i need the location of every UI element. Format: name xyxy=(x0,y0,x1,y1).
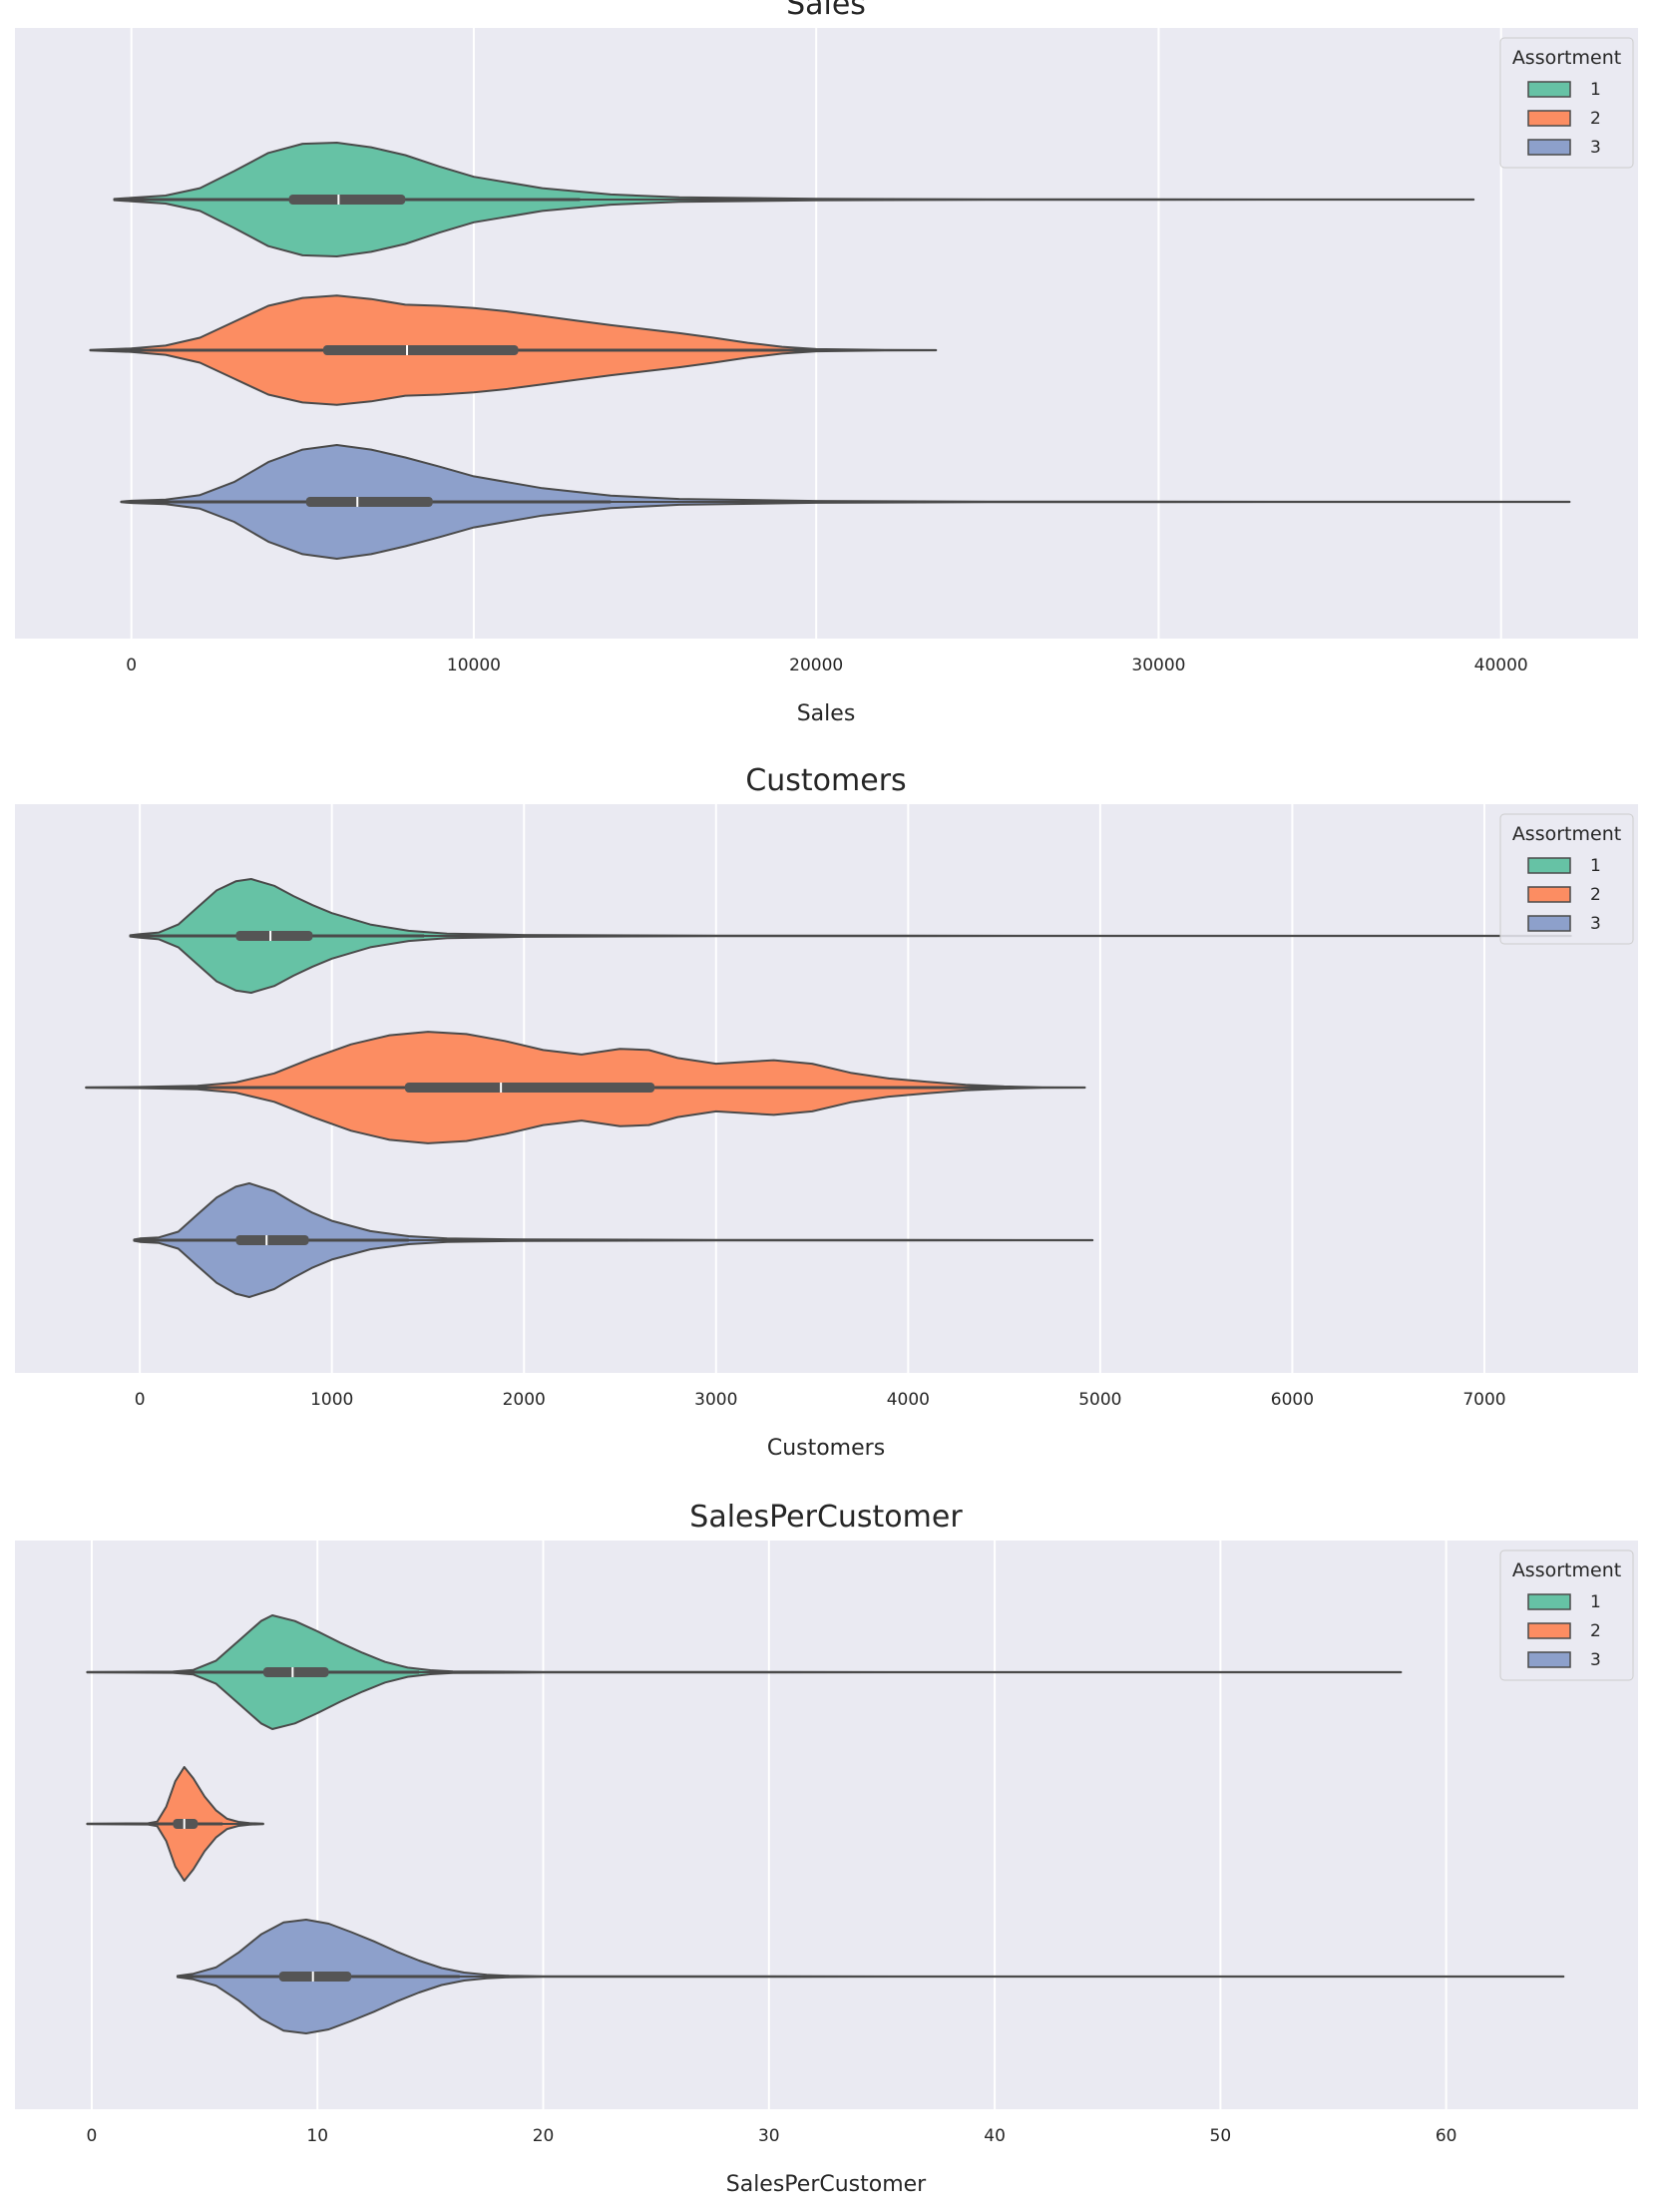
iqr-box xyxy=(235,1235,309,1245)
iqr-box xyxy=(262,1667,329,1677)
chart-sales: Sales 0 10000 20000 30000 40000 Sales Assortmen… xyxy=(15,0,1638,726)
legend-swatch xyxy=(1527,139,1571,156)
chart-salespercustomer: SalesPerCustomer 0 10 20 30 40 50 60 SalesPerCus… xyxy=(15,1500,1638,2197)
legend-swatch xyxy=(1527,110,1571,127)
legend-entry-2: 2 xyxy=(1527,885,1601,905)
x-tick-label: 40000 xyxy=(1474,656,1528,675)
iqr-box xyxy=(235,931,313,941)
x-tick-label: 2000 xyxy=(503,1390,546,1410)
legend-title: Assortment xyxy=(1512,47,1621,69)
x-tick-label: 0 xyxy=(126,656,137,675)
legend: Assortment 1 2 3 xyxy=(1499,37,1634,169)
x-tick-label: 30 xyxy=(758,2126,780,2146)
legend-entry-1: 1 xyxy=(1527,80,1601,100)
legend-swatch xyxy=(1527,1651,1571,1668)
legend-title: Assortment xyxy=(1512,823,1621,845)
legend-box xyxy=(1499,813,1634,945)
legend-entry-2: 2 xyxy=(1527,1621,1601,1641)
legend-label: 1 xyxy=(1590,80,1601,100)
x-tick-label: 0 xyxy=(135,1390,146,1410)
violin-assortment-2 xyxy=(85,1031,1086,1144)
legend-entry-3: 3 xyxy=(1527,914,1601,934)
iqr-box xyxy=(404,1083,655,1093)
x-tick-label: 10 xyxy=(306,2126,328,2146)
x-tick-label: 50 xyxy=(1210,2126,1232,2146)
legend-label: 3 xyxy=(1590,914,1601,934)
x-tick-label: 5000 xyxy=(1078,1390,1121,1410)
legend-entry-1: 1 xyxy=(1527,1592,1601,1612)
violin-assortment-3 xyxy=(176,1919,1565,2034)
legend-swatch xyxy=(1527,1622,1571,1639)
iqr-box xyxy=(305,497,433,507)
legend-title: Assortment xyxy=(1512,1559,1621,1581)
chart-customers: Customers 0 1000 2000 3000 4000 5000 6000 7000 Cu… xyxy=(15,763,1638,1461)
legend-swatch xyxy=(1527,857,1571,874)
legend-swatch xyxy=(1527,886,1571,903)
violin-assortment-1 xyxy=(86,1614,1403,1730)
violin-assortment-2 xyxy=(89,294,938,406)
legend-label: 1 xyxy=(1590,856,1601,876)
x-tick-label: 4000 xyxy=(887,1390,930,1410)
x-tick-label: 20000 xyxy=(789,656,843,675)
iqr-box xyxy=(278,1972,352,1982)
x-tick-label: 40 xyxy=(984,2126,1006,2146)
iqr-box xyxy=(322,345,519,355)
x-tick-label: 0 xyxy=(87,2126,98,2146)
legend-entry-2: 2 xyxy=(1527,109,1601,129)
legend-entry-3: 3 xyxy=(1527,138,1601,158)
x-tick-label: 10000 xyxy=(447,656,501,675)
legend-box xyxy=(1499,37,1634,169)
x-tick-label: 30000 xyxy=(1131,656,1185,675)
violin-assortment-1 xyxy=(113,142,1475,257)
x-tick-label: 3000 xyxy=(694,1390,737,1410)
legend: Assortment 1 2 3 xyxy=(1499,1549,1634,1681)
x-tick-label: 1000 xyxy=(310,1390,353,1410)
legend-label: 2 xyxy=(1590,1621,1601,1641)
legend-box xyxy=(1499,1549,1634,1681)
iqr-box xyxy=(173,1819,199,1829)
violin-assortment-3 xyxy=(120,444,1571,560)
legend: Assortment 1 2 3 xyxy=(1499,813,1634,945)
chart-title: Customers xyxy=(745,763,906,798)
x-axis-label: SalesPerCustomer xyxy=(726,2172,927,2197)
x-axis-label: Sales xyxy=(797,701,856,726)
iqr-box xyxy=(288,195,406,205)
legend-label: 3 xyxy=(1590,1650,1601,1670)
legend-entry-3: 3 xyxy=(1527,1650,1601,1670)
x-tick-label: 7000 xyxy=(1462,1390,1505,1410)
chart-title: Sales xyxy=(786,0,866,22)
legend-label: 1 xyxy=(1590,1592,1601,1612)
legend-entry-1: 1 xyxy=(1527,856,1601,876)
legend-label: 2 xyxy=(1590,885,1601,905)
chart-title: SalesPerCustomer xyxy=(689,1500,963,1535)
x-tick-label: 20 xyxy=(533,2126,555,2146)
legend-swatch xyxy=(1527,1593,1571,1610)
legend-swatch xyxy=(1527,915,1571,932)
violin-assortment-2 xyxy=(86,1766,264,1882)
legend-swatch xyxy=(1527,81,1571,98)
x-tick-label: 60 xyxy=(1436,2126,1457,2146)
x-axis-label: Customers xyxy=(767,1436,885,1461)
legend-label: 2 xyxy=(1590,109,1601,129)
legend-label: 3 xyxy=(1590,138,1601,158)
violin-assortment-3 xyxy=(133,1182,1094,1298)
x-tick-label: 6000 xyxy=(1271,1390,1314,1410)
